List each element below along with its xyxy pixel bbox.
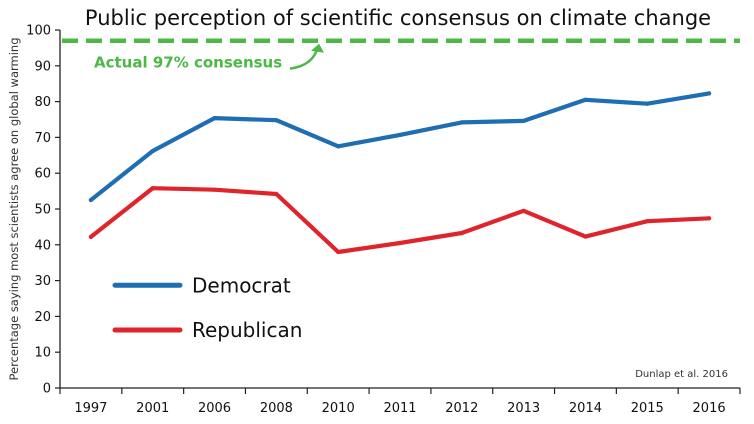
x-tick-label: 2010	[322, 401, 355, 416]
data-point-democrat	[150, 148, 155, 154]
x-tick-label: 2015	[631, 401, 664, 416]
data-point-republican	[336, 249, 341, 255]
data-point-democrat	[583, 97, 588, 102]
reference-line-group: Actual 97% consensus	[62, 38, 740, 72]
legend-label-republican: Republican	[192, 318, 302, 342]
data-point-democrat	[274, 118, 279, 123]
y-axis-label: Percentage saying most scientists agree …	[7, 37, 21, 380]
data-point-democrat	[212, 115, 217, 121]
y-tick-label: 40	[34, 238, 51, 253]
y-tick-label: 60	[34, 167, 51, 182]
y-tick-label: 70	[34, 131, 51, 146]
data-point-democrat	[706, 91, 712, 96]
y-tick-label: 0	[43, 382, 51, 397]
data-point-republican	[212, 187, 217, 192]
axes: 0 10 20 30 40 50 60 70 80 90 100 1997 2001 2006 2008 20…	[26, 24, 741, 416]
data-point-democrat	[645, 101, 650, 106]
data-point-democrat	[336, 144, 341, 149]
x-tick-label: 2016	[693, 401, 726, 416]
data-point-democrat	[88, 197, 94, 203]
y-tick-label: 80	[34, 95, 51, 110]
legend-label-democrat: Democrat	[192, 273, 291, 297]
source-note: Dunlap et al. 2016	[635, 369, 728, 380]
data-point-republican	[274, 191, 279, 197]
series-layer	[88, 91, 712, 255]
data-point-republican	[706, 216, 712, 221]
data-point-republican	[397, 240, 403, 246]
x-tick-label: 2012	[445, 401, 478, 416]
data-point-democrat	[397, 132, 403, 137]
x-tick-label: 2011	[383, 401, 416, 416]
y-tick-label: 50	[34, 203, 51, 218]
data-point-democrat	[459, 120, 464, 125]
data-point-democrat	[521, 118, 526, 124]
reference-arrowhead	[311, 43, 324, 53]
x-tick-label: 2008	[260, 401, 293, 416]
y-tick-label: 90	[34, 59, 51, 74]
data-point-republican	[459, 230, 464, 236]
y-tick-label: 100	[26, 24, 51, 39]
y-tick-label: 20	[34, 310, 51, 325]
data-point-republican	[583, 234, 588, 239]
x-tick-label: 2013	[507, 401, 540, 416]
x-tick-label: 1997	[74, 401, 107, 416]
x-tick-label: 2014	[569, 401, 602, 416]
data-point-republican	[645, 219, 650, 224]
legend: Democrat Republican	[112, 273, 302, 342]
x-tick-label: 2006	[198, 401, 231, 416]
data-point-republican	[150, 186, 155, 191]
x-tick-label: 2001	[136, 401, 169, 416]
y-tick-label: 10	[34, 346, 51, 361]
chart-title: Public perception of scientific consensu…	[85, 6, 711, 30]
y-tick-label: 30	[34, 274, 51, 289]
data-point-republican	[521, 208, 526, 213]
reference-label: Actual 97% consensus	[94, 54, 282, 72]
series-line-democrat	[88, 91, 712, 203]
data-point-republican	[88, 234, 94, 240]
